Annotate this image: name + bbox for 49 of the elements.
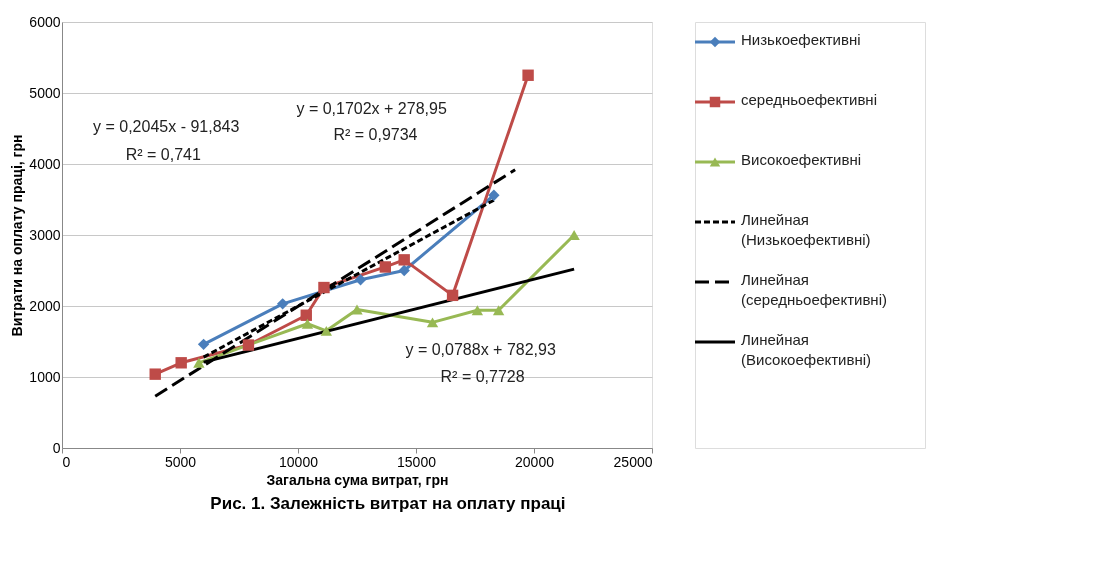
x-tick-label: 5000 xyxy=(164,453,197,470)
annotation: R² = 0,7728 xyxy=(440,368,525,385)
y-tick-label: 0 xyxy=(52,439,61,456)
x-tick-label: 15000 xyxy=(397,453,437,470)
legend-label: Линейная (Низькоефективні) xyxy=(741,211,871,248)
point xyxy=(175,357,187,369)
point xyxy=(398,264,410,277)
point xyxy=(568,230,580,240)
point xyxy=(379,261,392,273)
y-tick-label: 3000 xyxy=(29,226,61,243)
legend-label: середньоефективні xyxy=(741,91,877,108)
point xyxy=(522,69,534,81)
annotation: y = 0,2045x - 91,843 xyxy=(93,118,240,135)
x-tick-label: 10000 xyxy=(279,453,319,470)
point xyxy=(351,304,363,315)
annotation: y = 0,1702x + 278,95 xyxy=(296,100,447,117)
y-tick-label: 2000 xyxy=(29,297,61,314)
x-tick-label: 25000 xyxy=(613,453,653,470)
annotation: R² = 0,9734 xyxy=(333,126,418,143)
y-tick-label: 6000 xyxy=(29,13,61,30)
annotation: R² = 0,741 xyxy=(125,146,201,163)
point xyxy=(446,289,459,302)
point xyxy=(301,318,314,329)
y-tick-label: 5000 xyxy=(29,84,61,101)
point xyxy=(193,357,205,368)
legend-label: Линейная (Високоефективні) xyxy=(741,331,872,368)
y-axis-title: Витрати на оплату праці, грн xyxy=(9,134,26,337)
legend-label: Низькоефективні xyxy=(741,31,861,48)
x-tick-label: 20000 xyxy=(515,453,555,470)
point xyxy=(471,305,484,316)
point xyxy=(354,274,367,286)
text: Рис. 1. Залежність витрат на оплату праці xyxy=(210,493,566,513)
point xyxy=(300,309,312,321)
x-axis-title: Загальна сума витрат, грн xyxy=(266,471,449,488)
y-tick-label: 4000 xyxy=(29,155,61,172)
point xyxy=(318,281,330,294)
point xyxy=(197,338,210,351)
point xyxy=(242,339,255,351)
annotation: y = 0,0788x + 782,93 xyxy=(405,341,556,358)
point xyxy=(320,325,333,336)
point xyxy=(398,254,410,266)
point xyxy=(426,317,439,328)
legend-label: Високоефективні xyxy=(741,151,862,168)
legend-label: Линейная (середньоефективні) xyxy=(741,271,887,308)
point xyxy=(276,298,289,310)
point xyxy=(488,189,500,201)
y-tick-label: 1000 xyxy=(29,368,61,385)
point xyxy=(149,368,161,380)
point xyxy=(492,305,505,316)
